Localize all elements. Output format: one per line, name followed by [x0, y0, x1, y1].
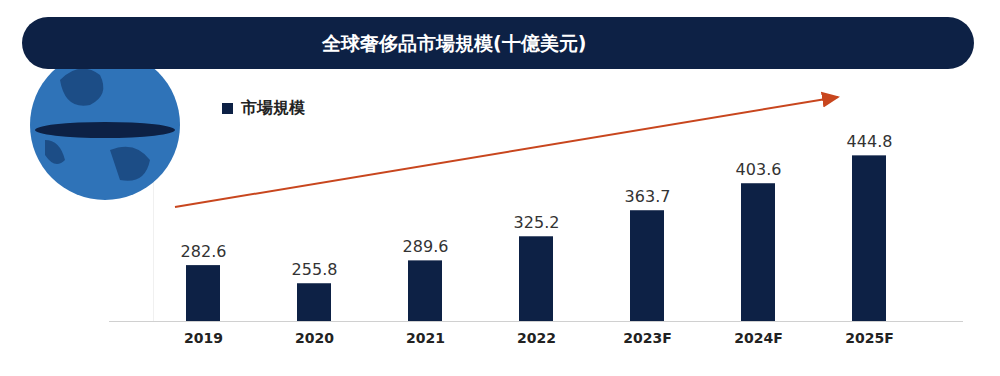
html-text:市場規模: 市場規模: [241, 98, 305, 117]
html-text:全球奢侈品市場規模(十億美元): 全球奢侈品市場規模(十億美元): [322, 32, 587, 54]
svg-text:2019: 2019: [184, 330, 223, 346]
svg-text:2022: 2022: [517, 330, 556, 346]
svg-text:2024F: 2024F: [734, 330, 783, 346]
svg-text:2025F: 2025F: [845, 330, 894, 346]
svg-text:2021: 2021: [406, 330, 445, 346]
svg-text:403.6: 403.6: [736, 160, 782, 179]
svg-text:289.6: 289.6: [403, 237, 449, 256]
svg-text:444.8: 444.8: [847, 132, 893, 151]
svg-text:255.8: 255.8: [292, 260, 338, 279]
svg-text:363.7: 363.7: [625, 187, 671, 206]
svg-text:282.6: 282.6: [181, 242, 227, 261]
svg-text:325.2: 325.2: [514, 213, 560, 232]
svg-text:2023F: 2023F: [623, 330, 672, 346]
svg-text:2020: 2020: [295, 330, 334, 346]
